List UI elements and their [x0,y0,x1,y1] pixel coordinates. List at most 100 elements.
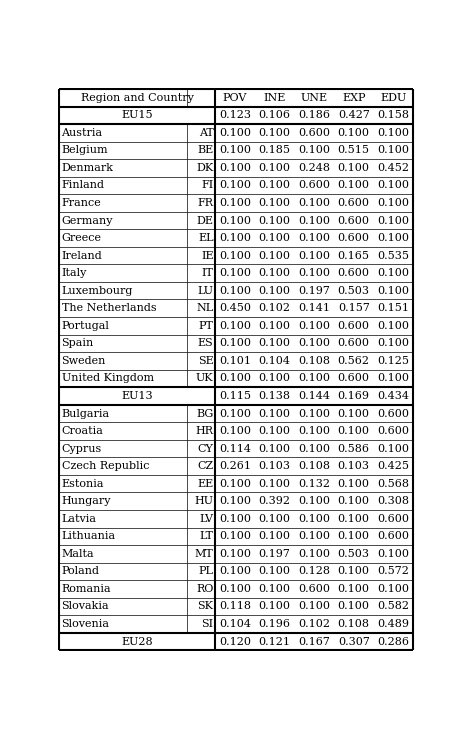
Text: Finland: Finland [62,181,105,190]
Text: Malta: Malta [62,549,94,559]
Text: 0.100: 0.100 [338,426,370,436]
Text: The Netherlands: The Netherlands [62,303,156,313]
Text: 0.167: 0.167 [298,637,330,646]
Text: Cyprus: Cyprus [62,444,102,454]
Text: 0.128: 0.128 [298,567,330,576]
Text: 0.100: 0.100 [298,215,330,225]
Text: 0.108: 0.108 [298,461,330,471]
Text: PL: PL [199,567,213,576]
Text: Sweden: Sweden [62,356,106,366]
Text: Bulgaria: Bulgaria [62,408,110,419]
Text: 0.100: 0.100 [298,602,330,611]
Text: 0.100: 0.100 [377,198,409,208]
Text: 0.100: 0.100 [298,373,330,384]
Text: 0.600: 0.600 [298,181,330,190]
Text: 0.100: 0.100 [219,215,251,225]
Text: 0.197: 0.197 [259,549,290,559]
Text: 0.100: 0.100 [377,584,409,594]
Text: Slovenia: Slovenia [62,619,110,629]
Text: 0.100: 0.100 [219,146,251,155]
Text: 0.100: 0.100 [219,128,251,138]
Text: 0.100: 0.100 [259,215,290,225]
Text: 0.434: 0.434 [377,391,409,401]
Text: PT: PT [199,321,213,331]
Text: SE: SE [198,356,213,366]
Text: 0.600: 0.600 [338,338,370,348]
Text: 0.100: 0.100 [219,567,251,576]
Text: 0.600: 0.600 [377,426,409,436]
Text: 0.121: 0.121 [259,637,290,646]
Text: 0.100: 0.100 [298,514,330,524]
Text: 0.100: 0.100 [219,285,251,296]
Text: Latvia: Latvia [62,514,96,524]
Text: 0.100: 0.100 [259,602,290,611]
Text: 0.100: 0.100 [259,373,290,384]
Text: 0.100: 0.100 [259,567,290,576]
Text: Italy: Italy [62,268,87,278]
Text: DE: DE [196,215,213,225]
Text: 0.123: 0.123 [219,111,251,120]
Text: 0.100: 0.100 [259,233,290,243]
Text: 0.100: 0.100 [338,163,370,173]
Text: 0.103: 0.103 [259,461,290,471]
Text: POV: POV [223,93,247,102]
Text: 0.100: 0.100 [259,514,290,524]
Text: NL: NL [196,303,213,313]
Text: 0.100: 0.100 [259,531,290,542]
Text: 0.100: 0.100 [298,146,330,155]
Text: 0.100: 0.100 [259,444,290,454]
Text: Estonia: Estonia [62,479,104,489]
Text: 0.104: 0.104 [219,619,251,629]
Text: 0.100: 0.100 [377,285,409,296]
Text: EXP: EXP [342,93,366,102]
Text: 0.100: 0.100 [219,549,251,559]
Text: 0.586: 0.586 [338,444,370,454]
Text: SI: SI [201,619,213,629]
Text: 0.100: 0.100 [259,584,290,594]
Text: 0.100: 0.100 [298,198,330,208]
Text: 0.102: 0.102 [298,619,330,629]
Text: 0.535: 0.535 [377,250,409,261]
Text: 0.100: 0.100 [338,496,370,507]
Text: Denmark: Denmark [62,163,113,173]
Text: CY: CY [198,444,213,454]
Text: 0.186: 0.186 [298,111,330,120]
Text: UK: UK [196,373,213,384]
Text: BE: BE [197,146,213,155]
Text: 0.100: 0.100 [298,408,330,419]
Text: 0.100: 0.100 [377,444,409,454]
Text: 0.286: 0.286 [377,637,409,646]
Text: 0.100: 0.100 [377,268,409,278]
Text: 0.100: 0.100 [298,426,330,436]
Text: HR: HR [195,426,213,436]
Text: RO: RO [196,584,213,594]
Text: 0.100: 0.100 [219,338,251,348]
Text: 0.568: 0.568 [377,479,409,489]
Text: 0.104: 0.104 [259,356,290,366]
Text: UNE: UNE [301,93,328,102]
Text: 0.185: 0.185 [259,146,290,155]
Text: 0.100: 0.100 [259,250,290,261]
Text: INE: INE [263,93,286,102]
Text: 0.100: 0.100 [377,321,409,331]
Text: United Kingdom: United Kingdom [62,373,154,384]
Text: Greece: Greece [62,233,101,243]
Text: 0.261: 0.261 [219,461,251,471]
Text: 0.427: 0.427 [338,111,370,120]
Text: 0.114: 0.114 [219,444,251,454]
Text: 0.600: 0.600 [377,408,409,419]
Text: 0.100: 0.100 [338,531,370,542]
Text: 0.600: 0.600 [338,215,370,225]
Text: Hungary: Hungary [62,496,111,507]
Text: 0.100: 0.100 [298,233,330,243]
Text: 0.562: 0.562 [338,356,370,366]
Text: 0.503: 0.503 [338,285,370,296]
Text: 0.157: 0.157 [338,303,370,313]
Text: Germany: Germany [62,215,113,225]
Text: HU: HU [195,496,213,507]
Text: 0.100: 0.100 [298,321,330,331]
Text: 0.600: 0.600 [338,373,370,384]
Text: 0.125: 0.125 [377,356,409,366]
Text: 0.100: 0.100 [259,408,290,419]
Text: 0.100: 0.100 [377,128,409,138]
